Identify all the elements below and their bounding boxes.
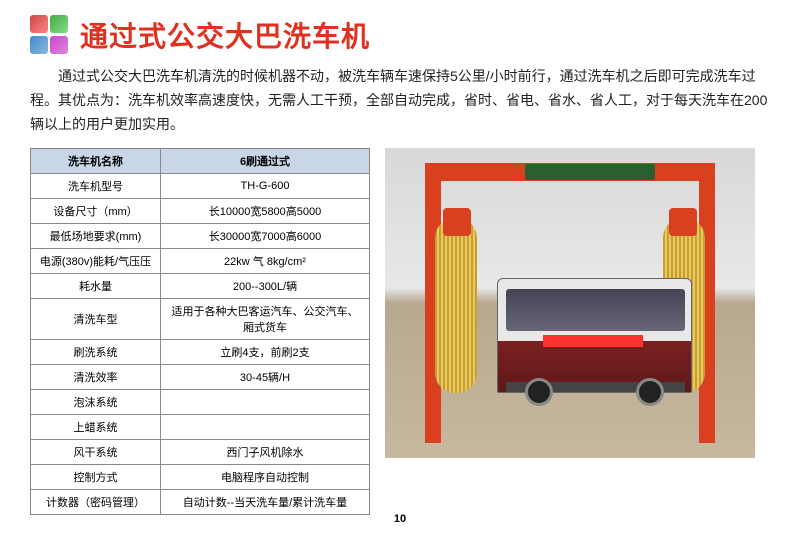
brush-left [435,218,477,393]
spec-value: 22kw 气 8kg/cm² [161,249,370,274]
spec-value: 适用于各种大巴客运汽车、公交汽车、厢式货车 [161,299,370,340]
table-row: 清洗车型适用于各种大巴客运汽车、公交汽车、厢式货车 [31,299,370,340]
table-header-row: 洗车机名称 6刷通过式 [31,149,370,174]
table-row: 控制方式电脑程序自动控制 [31,465,370,490]
product-image [385,148,755,458]
spec-label: 最低场地要求(mm) [31,224,161,249]
spec-value: 自动计数--当天洗车量/累计洗车量 [161,490,370,515]
content-area: 洗车机名称 6刷通过式 洗车机型号TH-G-600设备尺寸（mm）长10000宽… [30,148,770,515]
spec-label: 耗水量 [31,274,161,299]
spec-value: 长30000宽7000高6000 [161,224,370,249]
table-row: 耗水量200--300L/辆 [31,274,370,299]
spec-label: 清洗车型 [31,299,161,340]
spec-table: 洗车机名称 6刷通过式 洗车机型号TH-G-600设备尺寸（mm）长10000宽… [30,148,370,515]
spec-label: 上蜡系统 [31,415,161,440]
table-row: 设备尺寸（mm）长10000宽5800高5000 [31,199,370,224]
table-row: 刷洗系统立刷4支，前刷2支 [31,340,370,365]
product-description: 通过式公交大巴洗车机清洗的时候机器不动，被洗车辆车速保持5公里/小时前行，通过洗… [30,65,770,136]
spec-label: 控制方式 [31,465,161,490]
spec-value: 电脑程序自动控制 [161,465,370,490]
table-row: 泡沫系统 [31,390,370,415]
spec-value [161,415,370,440]
wash-gantry [415,163,725,443]
spec-label: 风干系统 [31,440,161,465]
spec-label: 洗车机型号 [31,174,161,199]
table-row: 清洗效率30-45辆/H [31,365,370,390]
spec-value [161,390,370,415]
table-row: 风干系统西门子风机除水 [31,440,370,465]
table-row: 电源(380v)能耗/气压压22kw 气 8kg/cm² [31,249,370,274]
bus-illustration [497,253,692,408]
spec-label: 设备尺寸（mm） [31,199,161,224]
spec-label: 泡沫系统 [31,390,161,415]
logo-icon [30,15,70,55]
col-header-name: 洗车机名称 [31,149,161,174]
table-row: 洗车机型号TH-G-600 [31,174,370,199]
spec-value: 200--300L/辆 [161,274,370,299]
table-row: 计数器（密码管理）自动计数--当天洗车量/累计洗车量 [31,490,370,515]
page-header: 通过式公交大巴洗车机 [30,15,770,55]
table-row: 上蜡系统 [31,415,370,440]
spec-label: 清洗效率 [31,365,161,390]
spec-value: 立刷4支，前刷2支 [161,340,370,365]
spec-label: 刷洗系统 [31,340,161,365]
spec-value: 30-45辆/H [161,365,370,390]
page-number: 10 [0,513,800,525]
col-header-model: 6刷通过式 [161,149,370,174]
spec-value: TH-G-600 [161,174,370,199]
spec-label: 计数器（密码管理） [31,490,161,515]
table-row: 最低场地要求(mm)长30000宽7000高6000 [31,224,370,249]
spec-label: 电源(380v)能耗/气压压 [31,249,161,274]
page-title: 通过式公交大巴洗车机 [80,15,370,55]
spec-value: 长10000宽5800高5000 [161,199,370,224]
spec-value: 西门子风机除水 [161,440,370,465]
